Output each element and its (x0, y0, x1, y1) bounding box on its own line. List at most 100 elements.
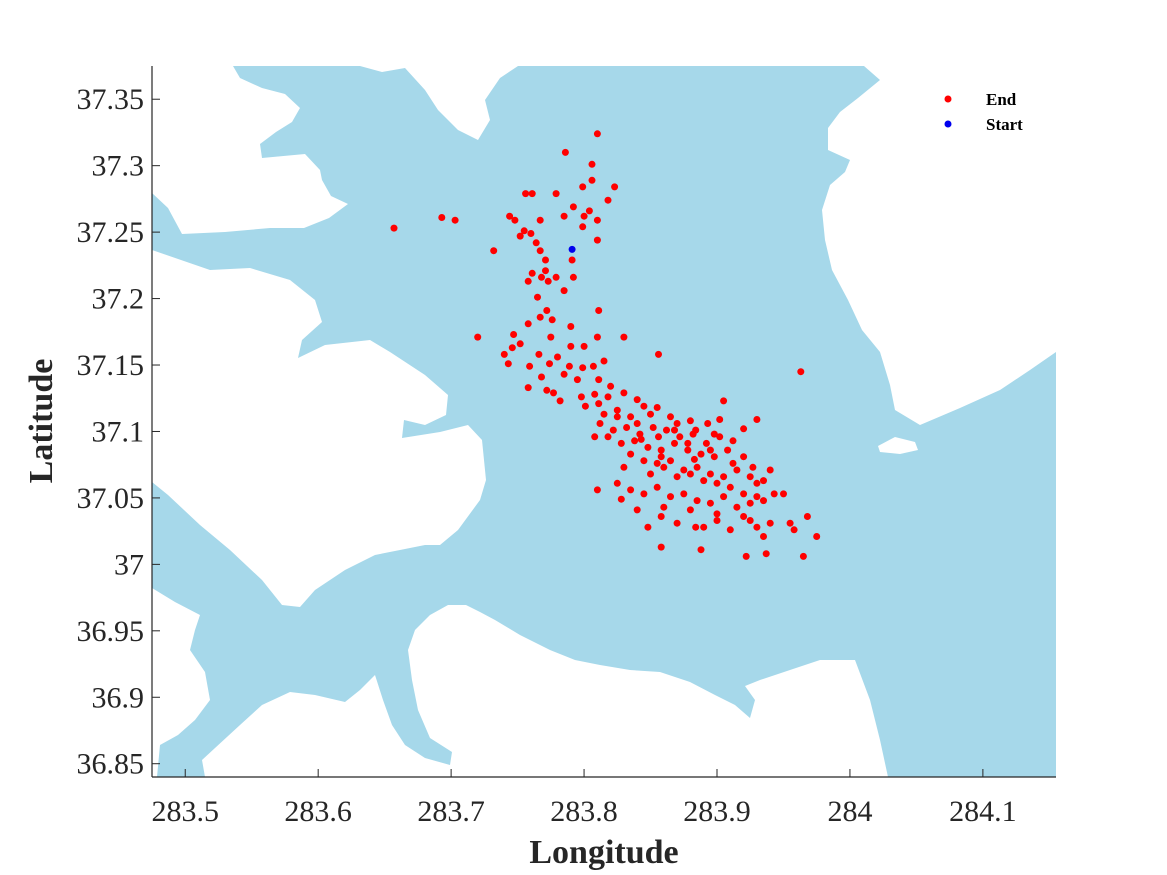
legend-label-start: Start (986, 115, 1023, 134)
end-point (567, 323, 575, 330)
end-point (560, 212, 568, 220)
end-point (620, 389, 628, 397)
end-point (653, 459, 661, 467)
y-tick-label: 37.2 (92, 283, 145, 316)
end-point (569, 273, 577, 281)
end-point (524, 320, 532, 328)
end-point (567, 342, 575, 350)
end-point (604, 433, 612, 441)
end-point (742, 552, 750, 560)
end-point (762, 550, 770, 558)
end-point (790, 526, 798, 534)
end-point (693, 463, 701, 471)
end-point (573, 376, 581, 384)
end-point (611, 183, 619, 191)
x-tick-label: 284.1 (949, 795, 1017, 828)
end-point (657, 513, 665, 520)
y-tick-label: 37.1 (92, 415, 145, 448)
end-point (591, 390, 599, 398)
end-point (667, 457, 674, 465)
end-point (617, 495, 625, 503)
end-point (733, 503, 741, 511)
end-point (813, 533, 821, 540)
end-point (749, 463, 757, 471)
y-axis-label: Latitude (23, 359, 60, 484)
end-point (647, 410, 654, 418)
end-point (613, 406, 621, 414)
end-point (532, 239, 540, 247)
end-point (579, 223, 587, 231)
legend: End Start (944, 90, 1023, 134)
end-point (547, 333, 555, 341)
end-point (595, 400, 603, 408)
end-point (595, 376, 603, 384)
end-point (526, 362, 534, 370)
end-point (631, 437, 639, 445)
end-point (640, 402, 648, 410)
end-point (581, 402, 589, 410)
end-point (704, 420, 712, 427)
end-point (770, 490, 778, 498)
end-point (506, 212, 514, 220)
end-point (600, 410, 608, 418)
end-point (591, 433, 599, 441)
start-point (568, 245, 576, 253)
end-point (627, 413, 635, 421)
end-point (554, 353, 561, 361)
end-point (528, 269, 536, 277)
x-tick-label: 283.6 (284, 795, 352, 828)
end-point (620, 333, 628, 341)
land-west (152, 250, 486, 607)
end-point (633, 420, 641, 427)
end-point (617, 439, 625, 447)
end-point (697, 546, 705, 554)
end-point (803, 513, 811, 520)
end-point (633, 396, 641, 404)
end-point (543, 386, 551, 394)
y-ticks: 36.85 36.9 36.95 37 37.05 37.1 37.15 37.2 37.25 3… (77, 83, 160, 781)
end-point (786, 519, 794, 527)
end-point (636, 430, 644, 438)
end-point (579, 364, 587, 372)
end-point (565, 362, 573, 370)
end-point (710, 430, 718, 438)
end-point (604, 196, 612, 204)
end-point (713, 510, 721, 518)
end-point (588, 160, 596, 168)
end-point (746, 473, 754, 481)
end-point (716, 416, 724, 423)
land-northwest (152, 66, 348, 234)
end-point (673, 420, 681, 427)
y-tick-label: 37.05 (77, 482, 145, 515)
end-point (713, 479, 721, 487)
end-point (657, 446, 665, 454)
x-ticks: 283.5 283.6 283.7 283.8 283.9 284 284.1 (151, 769, 1017, 828)
legend-marker-start (944, 120, 952, 128)
end-point (686, 506, 694, 514)
axes: 283.5 283.6 283.7 283.8 283.9 284 284.1 36.853… (77, 66, 1056, 828)
end-point (760, 477, 767, 485)
end-point (627, 450, 635, 458)
end-point (536, 313, 544, 321)
end-point (516, 340, 524, 348)
end-point (720, 493, 728, 501)
end-point (637, 435, 645, 443)
end-point (655, 433, 662, 441)
end-point (753, 493, 761, 501)
end-point (676, 433, 684, 441)
end-point (593, 486, 601, 494)
end-point (609, 426, 617, 434)
end-point (623, 424, 631, 431)
end-point (657, 453, 665, 461)
end-point (552, 190, 560, 198)
end-point (729, 437, 737, 445)
points-layer (390, 130, 821, 560)
end-point (700, 523, 708, 531)
end-point (660, 503, 668, 511)
end-point (655, 350, 662, 358)
end-point (613, 413, 621, 421)
end-point (543, 307, 551, 314)
end-point (542, 256, 549, 264)
end-point (746, 517, 754, 524)
